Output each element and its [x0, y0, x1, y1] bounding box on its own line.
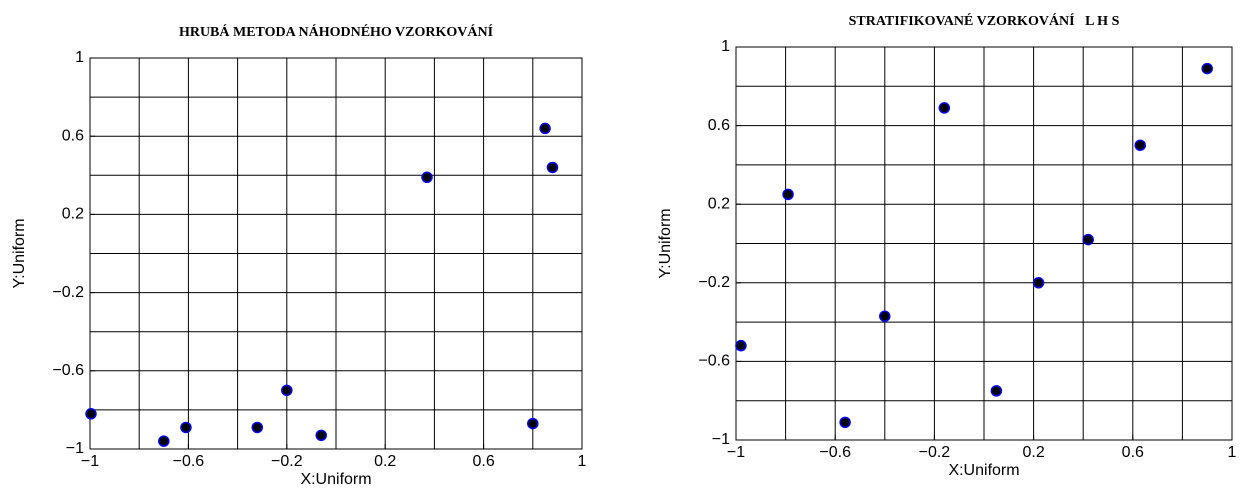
point [539, 122, 551, 135]
y-tick-label: −0.6 [52, 362, 84, 379]
y-tick-label: −0.6 [698, 353, 730, 370]
y-tick-label: 0.2 [62, 206, 84, 223]
y-tick-label: 0.2 [708, 195, 730, 212]
y-tick-label: 0.6 [62, 127, 84, 144]
point [421, 171, 433, 184]
point [180, 421, 192, 434]
x-axis-label: X:Uniform [300, 471, 371, 488]
point [546, 161, 559, 174]
x-tick-label: 1 [1228, 444, 1237, 461]
point [782, 188, 794, 201]
x-tick-label: 0.6 [1122, 444, 1144, 461]
x-tick-label: 0.2 [374, 453, 396, 470]
x-tick-label: −1 [81, 453, 99, 470]
y-tick-label: 0.6 [708, 117, 730, 134]
point [527, 417, 539, 430]
point [315, 429, 327, 442]
point [879, 310, 891, 322]
x-tick-label: −1 [727, 444, 745, 461]
point [1032, 277, 1045, 289]
point [839, 416, 851, 429]
x-axis-label: X:Uniform [948, 462, 1019, 479]
chart-title: HRUBÁ METODA NÁHODNÉHO VZORKOVÁNÍ [179, 23, 493, 40]
x-tick-label: −0.2 [271, 453, 303, 470]
chart-title: STRATIFIKOVANÉ VZORKOVÁNÍ L H S [849, 12, 1120, 29]
point [1082, 233, 1094, 246]
point [990, 385, 1003, 397]
point [1134, 139, 1146, 151]
y-tick-label: 1 [721, 38, 730, 55]
x-tick-label: 0.6 [472, 453, 494, 470]
y-tick-label: −1 [66, 440, 84, 457]
point [1201, 62, 1213, 75]
y-axis-label: Y:Uniform [11, 218, 28, 288]
point [735, 339, 747, 352]
point [251, 421, 264, 434]
point [85, 408, 97, 420]
y-tick-label: 1 [75, 49, 84, 66]
point [158, 435, 170, 447]
y-tick-label: −0.2 [698, 274, 730, 291]
y-axis-label: Y:Uniform [657, 208, 674, 278]
point [938, 102, 951, 114]
y-tick-label: −1 [712, 431, 730, 448]
y-tick-label: −0.2 [52, 284, 84, 301]
x-tick-label: 1 [578, 453, 587, 470]
x-tick-label: 0.2 [1022, 444, 1044, 461]
x-tick-label: −0.6 [173, 453, 205, 470]
x-tick-label: −0.2 [919, 444, 951, 461]
x-tick-label: −0.6 [819, 444, 851, 461]
point [281, 384, 293, 397]
